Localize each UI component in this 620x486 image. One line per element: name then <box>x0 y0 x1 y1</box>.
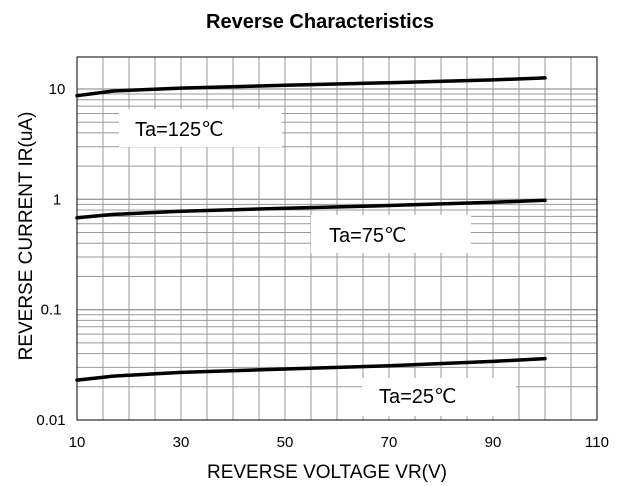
annotation-box-1 <box>119 109 282 147</box>
x-tick-label: 10 <box>69 434 86 451</box>
series-line-1 <box>75 76 547 98</box>
x-tick-label: 30 <box>173 434 190 451</box>
x-tick-labels: 10 30 50 70 90 110 <box>69 434 609 451</box>
series-group <box>75 76 547 382</box>
x-tick-label: 110 <box>585 434 609 451</box>
y-tick-label: 0.1 <box>41 302 62 319</box>
annotation-box-2 <box>311 215 471 253</box>
annotation-label-2: Ta=75℃ <box>329 225 407 247</box>
y-tick-labels: 0.01 0.1 1 10 <box>36 81 65 429</box>
y-tick-label: 10 <box>49 81 66 98</box>
annotation-label-3: Ta=25℃ <box>379 386 457 408</box>
y-tick-label: 1 <box>53 191 61 208</box>
y-axis-label: REVERSE CURRENT IR(uA) <box>16 112 37 361</box>
chart-title: Reverse Characteristics <box>206 11 434 33</box>
y-tick-label: 0.01 <box>36 412 65 429</box>
x-tick-label: 90 <box>485 434 502 451</box>
plot-frame <box>76 56 598 421</box>
annotation-label-1: Ta=125℃ <box>135 119 224 141</box>
annotation-box-3 <box>362 378 516 416</box>
series-line-3 <box>75 356 547 382</box>
x-axis-label: REVERSE VOLTAGE VR(V) <box>207 462 447 483</box>
x-tick-label: 70 <box>381 434 398 451</box>
series-line-2 <box>75 198 547 220</box>
x-tick-label: 50 <box>277 434 294 451</box>
annotations: Ta=125℃ Ta=75℃ Ta=25℃ <box>119 109 516 416</box>
